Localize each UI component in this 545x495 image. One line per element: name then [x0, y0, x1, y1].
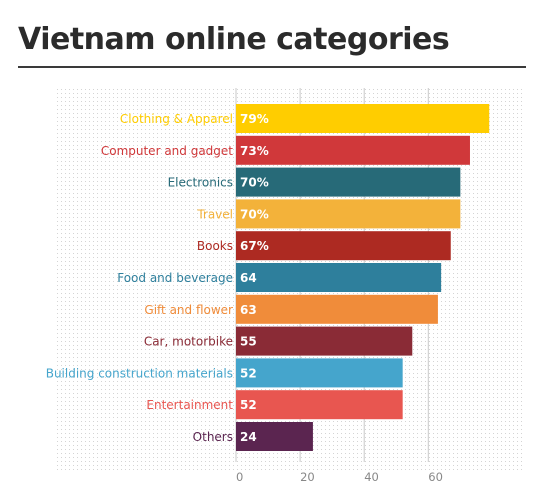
category-label-building-construction-materials: Building construction materials: [46, 366, 233, 380]
category-label-books: Books: [197, 239, 233, 253]
value-label-computer-and-gadget: 73%: [240, 144, 269, 158]
category-label-clothing-apparel: Clothing & Apparel: [120, 112, 233, 126]
x-tick-label: 0: [236, 470, 243, 484]
value-label-food-and-beverage: 64: [240, 271, 257, 285]
x-tick-label: 60: [428, 470, 443, 484]
title-divider: [18, 66, 526, 68]
bar-books: [236, 231, 451, 261]
value-label-clothing-apparel: 79%: [240, 112, 269, 126]
bar-travel: [236, 199, 461, 229]
value-label-building-construction-materials: 52: [240, 366, 257, 380]
value-label-others: 24: [240, 430, 257, 444]
value-label-entertainment: 52: [240, 398, 257, 412]
value-label-car-motorbike: 55: [240, 335, 257, 349]
category-label-others: Others: [193, 430, 233, 444]
category-label-travel: Travel: [196, 207, 233, 221]
value-label-travel: 70%: [240, 207, 269, 221]
page-title: Vietnam online categories: [18, 22, 450, 57]
bars-group: 79% Clothing & Apparel 73% Computer and gad…: [46, 104, 490, 451]
category-label-computer-and-gadget: Computer and gadget: [101, 144, 233, 158]
bar-building-construction-materials: [236, 358, 403, 388]
x-tick-label: 20: [300, 470, 315, 484]
bar-car-motorbike: [236, 326, 413, 356]
x-tick-label: 40: [364, 470, 379, 484]
bar-food-and-beverage: [236, 263, 442, 292]
category-label-electronics: Electronics: [168, 176, 233, 190]
value-label-books: 67%: [240, 239, 269, 253]
bar-gift-and-flower: [236, 294, 438, 324]
value-label-electronics: 70%: [240, 176, 269, 190]
value-label-gift-and-flower: 63: [240, 303, 257, 317]
bar-clothing-apparel: [236, 104, 490, 133]
bar-entertainment: [236, 390, 403, 420]
bar-computer-and-gadget: [236, 135, 470, 165]
category-label-gift-and-flower: Gift and flower: [144, 303, 233, 317]
x-axis-ticks: 0 20 40 60: [236, 470, 443, 484]
category-label-car-motorbike: Car, motorbike: [144, 335, 233, 349]
category-label-entertainment: Entertainment: [146, 398, 233, 412]
bar-others: [236, 422, 313, 451]
category-label-food-and-beverage: Food and beverage: [117, 271, 233, 285]
bar-electronics: [236, 167, 461, 197]
